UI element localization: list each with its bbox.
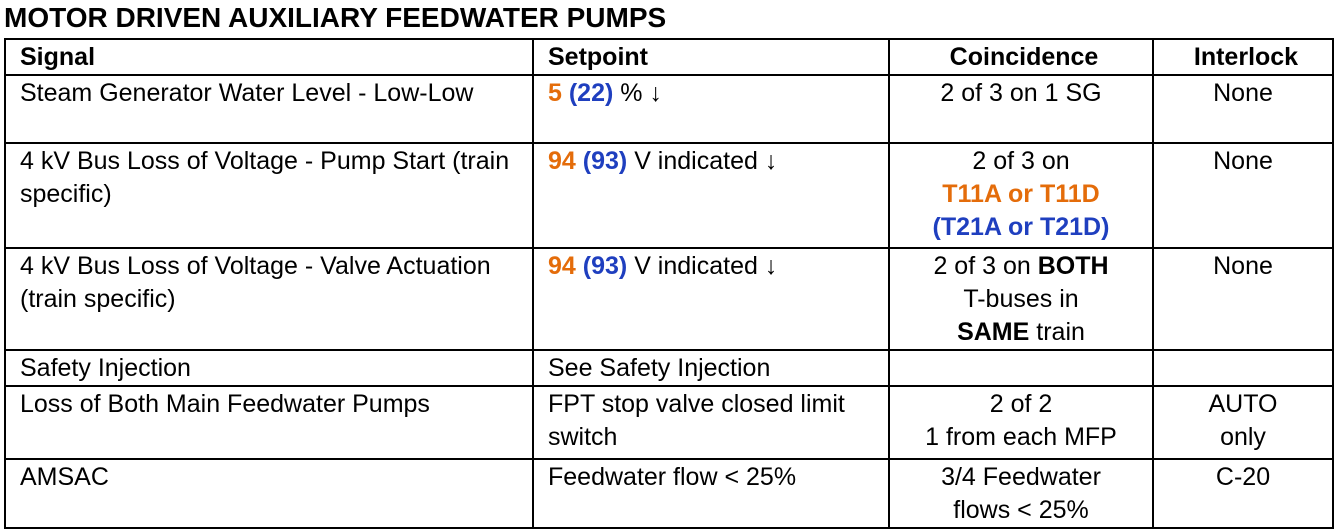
setpoint-text: FPT stop valve closed limit switch <box>548 390 845 451</box>
setpoint: FPT stop valve closed limit switch <box>532 385 890 460</box>
coincidence-emphasis: BOTH <box>1037 252 1109 280</box>
interlock: C-20 <box>1152 458 1334 529</box>
header: Interlock <box>1152 38 1334 76</box>
setpoint: 94 (93) V indicated ↓ <box>532 142 890 249</box>
coincidence-text: 1 from each MFP <box>925 423 1117 451</box>
signal: 4 kV Bus Loss of Voltage - Valve Actuati… <box>4 247 534 351</box>
table: Signal Setpoint Coincidence Interlock St… <box>4 38 1334 529</box>
coincidence: 2 of 3 on BOTH T-buses in SAME train <box>888 247 1154 351</box>
setpoint-value: 94 <box>548 252 576 280</box>
signal: 4 kV Bus Loss of Voltage - Pump Start (t… <box>4 142 534 249</box>
row: Loss of Both Main Feedwater Pumps FPT st… <box>4 385 1334 460</box>
coincidence-text: 2 of 2 <box>989 390 1053 418</box>
header-row: Signal Setpoint Coincidence Interlock <box>4 38 1334 76</box>
signal: Safety Injection <box>4 349 534 387</box>
setpoint-alt: (93) <box>582 252 628 280</box>
coincidence-text: train <box>1036 318 1085 346</box>
interlock: None <box>1152 247 1334 351</box>
coincidence-text: 3/4 Feedwater flows < 25% <box>941 463 1101 524</box>
coincidence-text: T-buses in <box>963 285 1079 313</box>
setpoint-text: See Safety Injection <box>548 354 771 382</box>
interlock <box>1152 349 1334 387</box>
title: MOTOR DRIVEN AUXILIARY FEEDWATER PUMPS <box>4 2 667 33</box>
row: 4 kV Bus Loss of Voltage - Pump Start (t… <box>4 142 1334 249</box>
coincidence-emphasis: SAME <box>957 318 1030 346</box>
coincidence: 2 of 3 on T11A or T11D (T21A or T21D) <box>888 142 1154 249</box>
coincidence-text: 2 of 3 on <box>972 147 1070 175</box>
signal: Loss of Both Main Feedwater Pumps <box>4 385 534 460</box>
coincidence: 3/4 Feedwater flows < 25% <box>888 458 1154 529</box>
setpoint-value: 94 <box>548 147 576 175</box>
coincidence-bus-alt: (T21A or T21D) <box>932 213 1110 241</box>
interlock: AUTO only <box>1152 385 1334 460</box>
interlock: None <box>1152 142 1334 249</box>
row: AMSAC Feedwater flow < 25% 3/4 Feedwater… <box>4 458 1334 529</box>
setpoint-unit: V indicated ↓ <box>634 147 778 175</box>
interlock: None <box>1152 74 1334 144</box>
coincidence-bus: T11A or T11D <box>942 180 1100 208</box>
signal: AMSAC <box>4 458 534 529</box>
header: Setpoint <box>532 38 890 76</box>
coincidence-text: 2 of 3 on <box>933 252 1031 280</box>
coincidence-text: 2 of 3 on 1 SG <box>940 79 1102 107</box>
row: 4 kV Bus Loss of Voltage - Valve Actuati… <box>4 247 1334 351</box>
setpoint-alt: (22) <box>568 79 614 107</box>
coincidence <box>888 349 1154 387</box>
setpoint: 94 (93) V indicated ↓ <box>532 247 890 351</box>
setpoint: See Safety Injection <box>532 349 890 387</box>
signal: Steam Generator Water Level - Low-Low <box>4 74 534 144</box>
row: Safety Injection See Safety Injection <box>4 349 1334 387</box>
setpoint-alt: (93) <box>582 147 628 175</box>
coincidence: 2 of 2 1 from each MFP <box>888 385 1154 460</box>
setpoint: Feedwater flow < 25% <box>532 458 890 529</box>
header: Coincidence <box>888 38 1154 76</box>
setpoint-unit: V indicated ↓ <box>634 252 778 280</box>
setpoint: 5 (22) % ↓ <box>532 74 890 144</box>
header: Signal <box>4 38 534 76</box>
coincidence: 2 of 3 on 1 SG <box>888 74 1154 144</box>
setpoint-value: 5 <box>548 79 562 107</box>
row: Steam Generator Water Level - Low-Low 5 … <box>4 74 1334 144</box>
setpoint-unit: % ↓ <box>620 79 662 107</box>
setpoint-text: Feedwater flow < 25% <box>548 463 797 491</box>
